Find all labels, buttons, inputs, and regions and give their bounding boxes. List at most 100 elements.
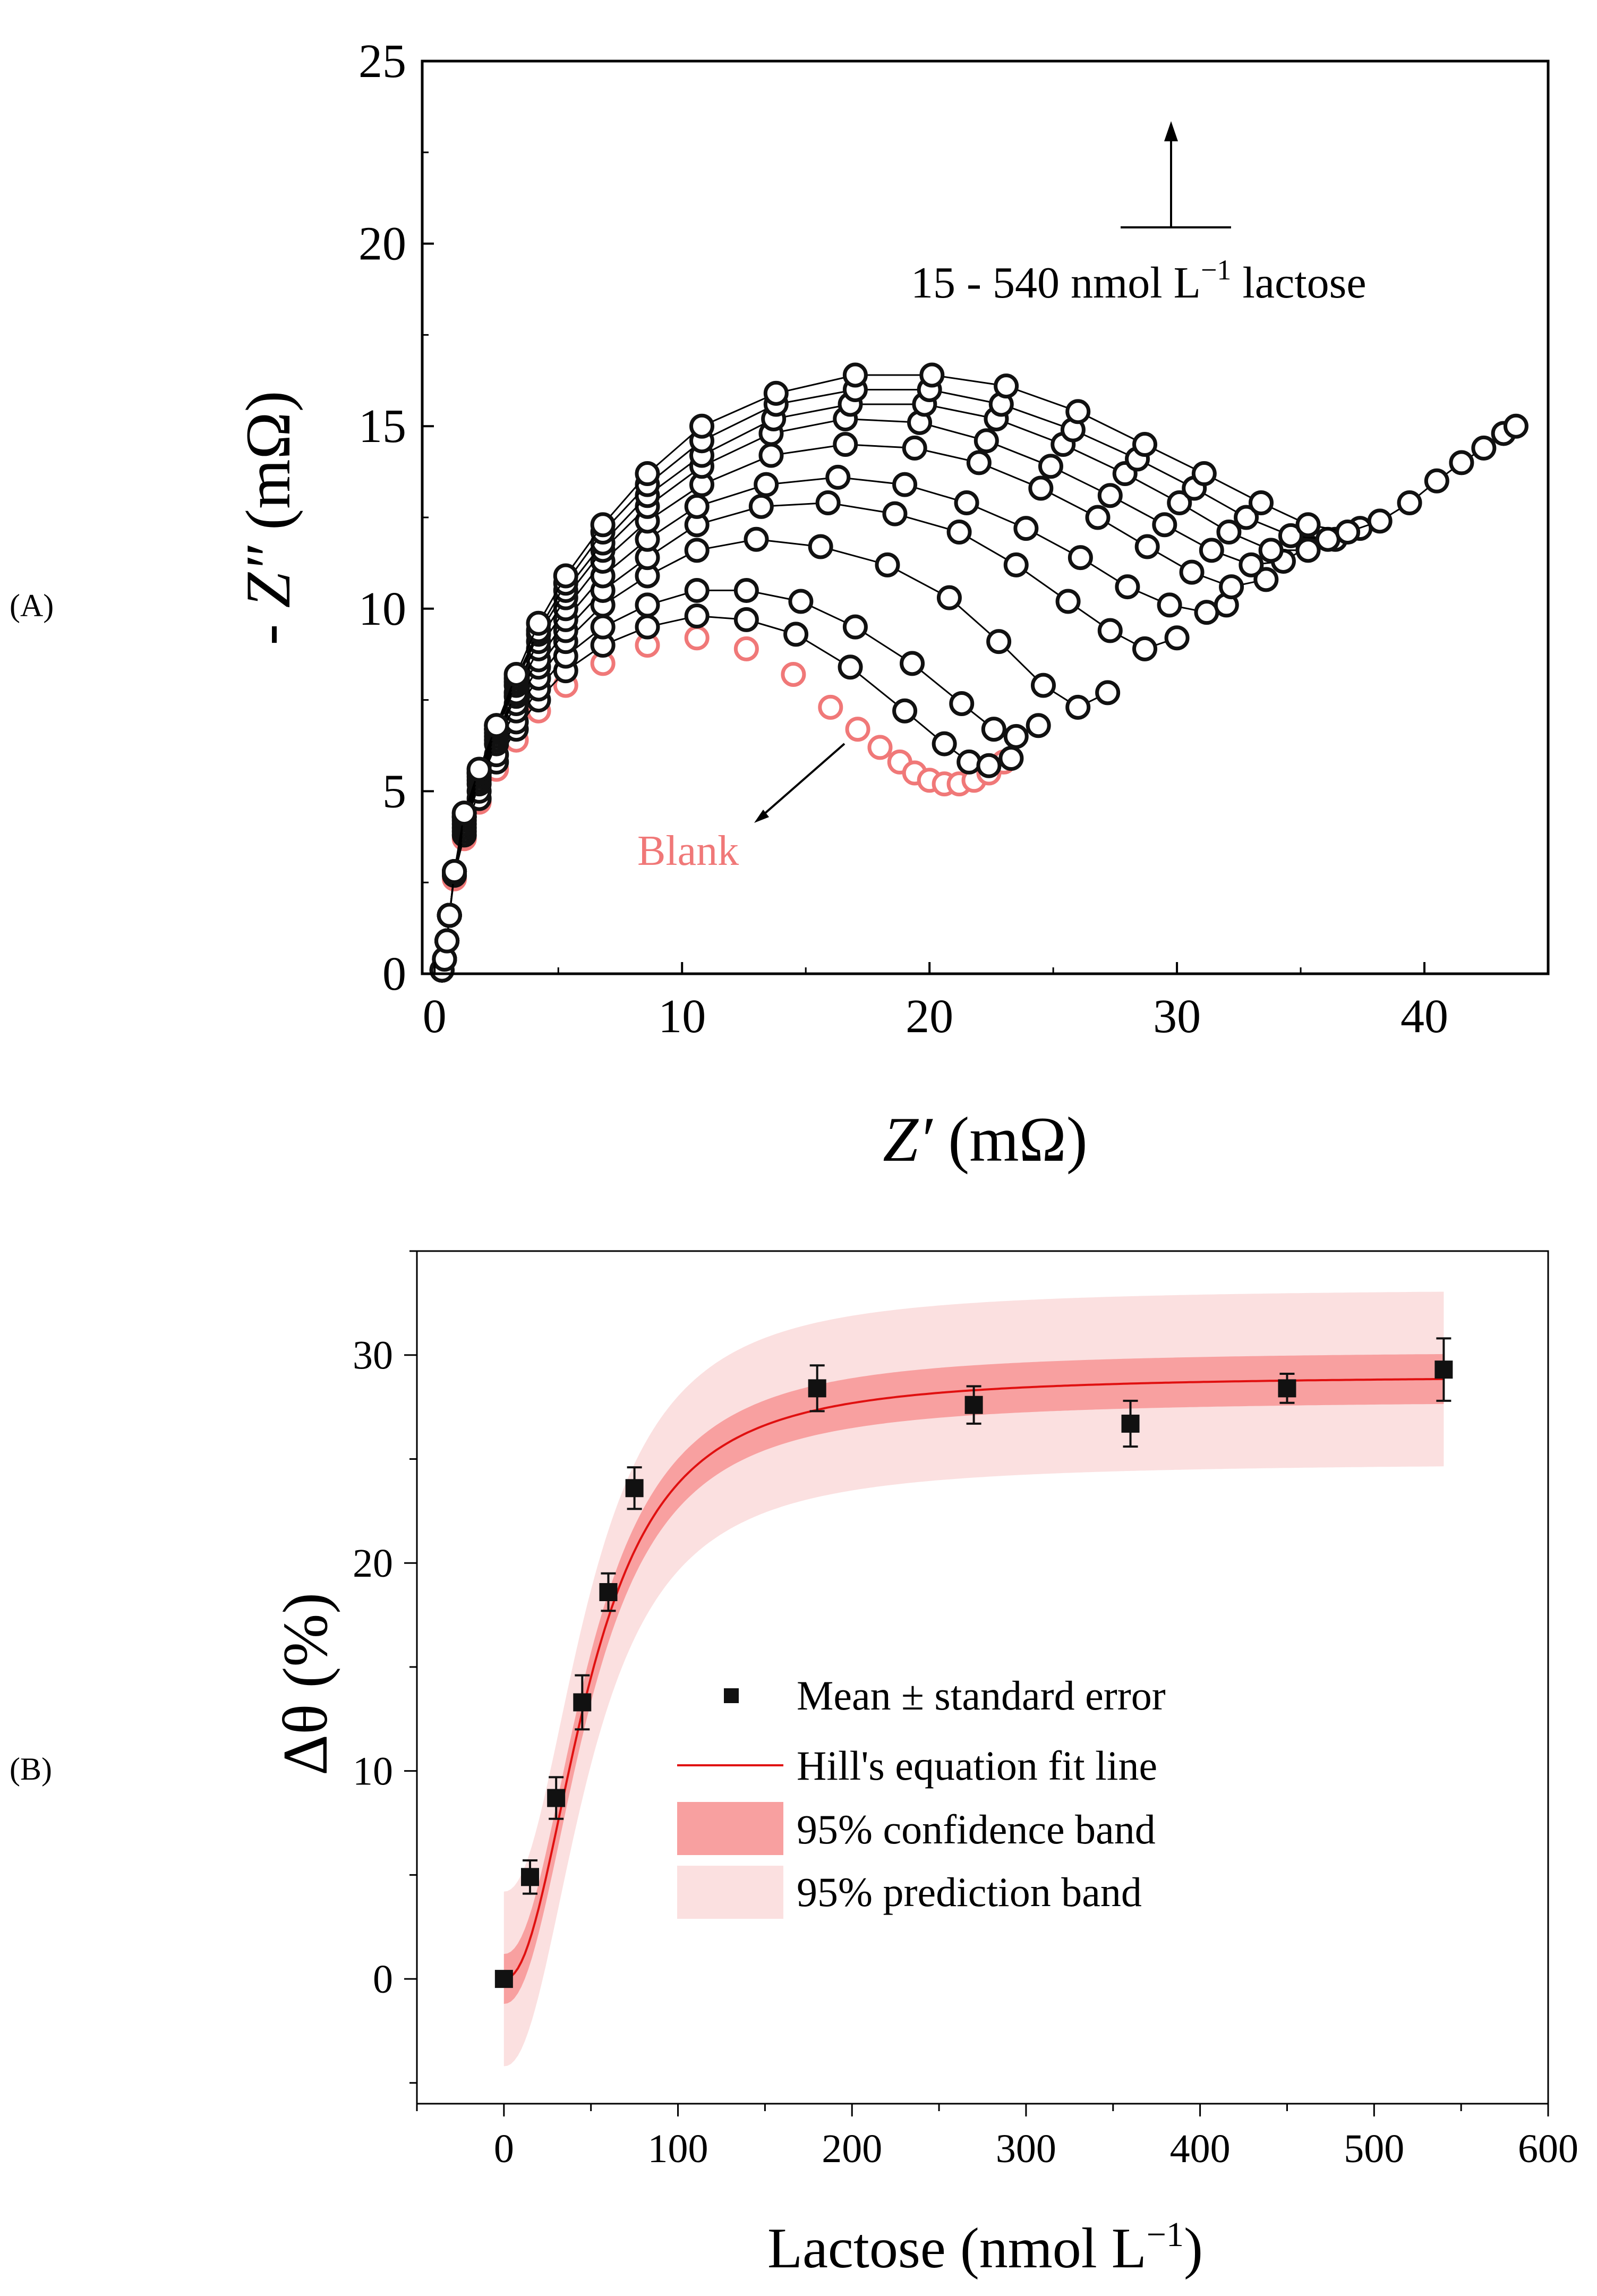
series-line <box>441 501 1177 971</box>
data-point <box>986 629 1012 654</box>
data-point <box>1179 559 1205 585</box>
blank-arrow-line <box>758 743 846 819</box>
y-tick-label: 30 <box>353 1333 393 1378</box>
mean-point-7 <box>964 1385 983 1425</box>
data-point <box>553 563 578 589</box>
mean-marker <box>573 1693 592 1712</box>
data-point <box>1253 567 1279 592</box>
y-tick-label: 0 <box>382 948 406 1000</box>
panel-b-label: (B) <box>10 1751 52 1787</box>
series-line <box>441 476 1227 971</box>
panel-b-x-label-exponent: −1 <box>1147 2215 1184 2254</box>
data-point <box>684 494 710 519</box>
data-point <box>838 654 863 680</box>
data-point <box>1038 454 1063 479</box>
data-point <box>1397 490 1422 516</box>
y-tick-label: 15 <box>358 400 406 453</box>
data-point <box>1503 413 1528 439</box>
data-point <box>882 501 908 526</box>
panel-b: (B) 0 100 200 300 400 500 600 0 10 20 30 Lactose … <box>10 1250 1578 2280</box>
data-point <box>1234 505 1259 530</box>
data-point <box>1295 538 1321 563</box>
data-point <box>590 614 616 640</box>
data-point <box>635 592 660 618</box>
panel-a: (A) 0 10 20 30 40 0 5 10 15 20 25 Z′ (mΩ) - Z″ (m… <box>10 35 1550 1175</box>
panel-a-x-label-symbol: Z′ <box>883 1104 933 1175</box>
mean-point-10 <box>1434 1337 1453 1402</box>
data-point <box>1199 538 1224 563</box>
data-point <box>744 526 769 552</box>
data-point <box>946 519 972 545</box>
mean-marker <box>494 1970 513 1988</box>
panel-a-x-axis: 0 10 20 30 40 <box>423 962 1448 1043</box>
up-arrow-icon <box>1164 121 1178 141</box>
legend-label-points: Mean ± standard error <box>797 1672 1166 1719</box>
panel-a-y-label: - Z″ (mΩ) <box>233 390 303 645</box>
data-point <box>1085 505 1111 530</box>
mean-point-9 <box>1278 1372 1296 1404</box>
data-point <box>1164 625 1190 651</box>
data-point <box>1065 399 1091 424</box>
data-point <box>981 717 1006 742</box>
mean-point-5 <box>625 1466 644 1510</box>
data-point <box>966 450 992 475</box>
panel-a-y-label-symbol: Z″ <box>233 545 303 608</box>
data-point <box>1097 483 1123 508</box>
data-point <box>998 746 1024 771</box>
concentration-annotation: 15 - 540 nmol L−1 lactose <box>911 254 1367 308</box>
y-tick-label: 10 <box>353 1749 393 1794</box>
data-point <box>1055 589 1081 614</box>
x-tick-label: 500 <box>1344 2127 1404 2171</box>
series-line <box>441 444 1267 971</box>
panel-b-x-axis: 0 100 200 300 400 500 600 <box>416 2104 1578 2171</box>
data-point <box>994 373 1019 399</box>
data-point <box>1471 435 1497 461</box>
mean-points <box>494 1337 1453 1988</box>
mean-marker <box>625 1479 644 1498</box>
data-point <box>900 651 925 676</box>
data-point <box>758 443 784 468</box>
data-point <box>1424 468 1449 494</box>
data-point <box>1367 508 1393 534</box>
data-point <box>1295 512 1321 538</box>
data-point <box>902 435 927 461</box>
data-point <box>1449 450 1474 475</box>
impedance-series-4 <box>429 464 1239 983</box>
panel-b-x-label-end: ) <box>1184 2217 1203 2280</box>
y-tick-label: 20 <box>358 218 406 270</box>
data-point <box>484 713 509 738</box>
data-point <box>1132 636 1158 661</box>
data-point <box>684 577 710 603</box>
data-point <box>825 464 851 490</box>
data-point <box>919 362 945 388</box>
y-tick-label: 0 <box>373 1957 393 2002</box>
legend-label-prediction: 95% prediction band <box>797 1869 1142 1915</box>
x-tick-label: 400 <box>1170 2127 1231 2171</box>
legend-prediction-swatch <box>677 1866 783 1919</box>
mean-marker <box>1278 1379 1296 1398</box>
x-tick-label: 40 <box>1400 990 1448 1043</box>
panel-b-y-label: Δθ (%) <box>270 1593 340 1776</box>
panel-b-plot-frame <box>416 1250 1549 2105</box>
panel-b-y-axis: 0 10 20 30 <box>353 1250 417 2084</box>
data-point <box>892 472 918 497</box>
x-tick-label: 100 <box>648 2127 708 2171</box>
x-tick-label: 600 <box>1518 2127 1578 2171</box>
mean-point-0 <box>494 1970 513 1988</box>
mean-point-8 <box>1121 1399 1140 1448</box>
data-point <box>684 538 710 563</box>
data-point <box>1239 552 1264 577</box>
impedance-series-9 <box>429 362 1528 983</box>
panel-a-x-label-unit: (mΩ) <box>932 1104 1087 1175</box>
data-point <box>1134 534 1160 559</box>
y-tick-label: 20 <box>353 1541 393 1586</box>
data-point <box>781 661 806 687</box>
panel-a-label: (A) <box>10 588 54 623</box>
legend-label-line: Hill's equation fit line <box>797 1742 1157 1789</box>
data-point <box>754 472 779 497</box>
x-tick-label: 20 <box>906 990 953 1043</box>
y-tick-label: 5 <box>382 765 406 818</box>
data-point <box>684 603 710 629</box>
data-point <box>976 753 1002 778</box>
